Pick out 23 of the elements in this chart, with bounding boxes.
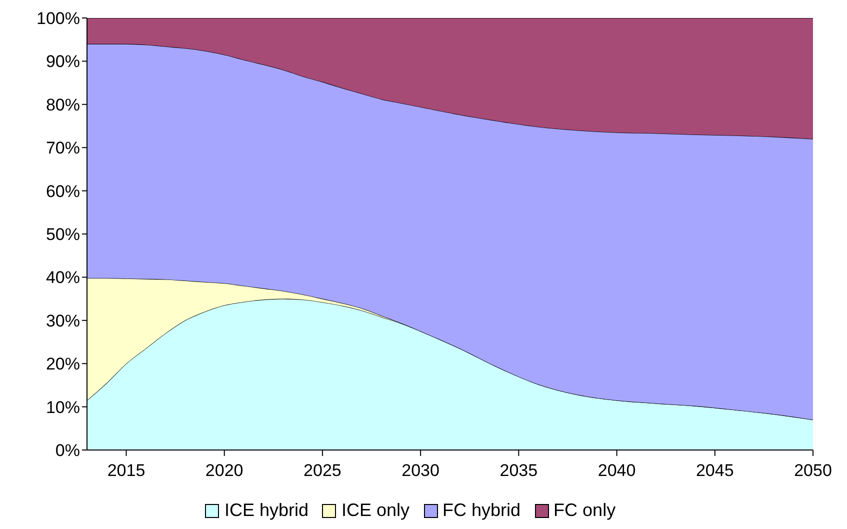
x-tick-label: 2040	[598, 461, 636, 480]
x-tick-label: 2045	[696, 461, 734, 480]
y-tick-label: 70%	[46, 138, 80, 158]
legend-label: ICE hybrid	[224, 500, 308, 521]
legend-label: FC hybrid	[442, 500, 521, 521]
legend-label: FC only	[554, 500, 616, 521]
x-tick-label: 2020	[205, 461, 244, 480]
y-tick-label: 80%	[46, 95, 80, 114]
y-tick-label: 100%	[36, 9, 80, 28]
y-tick-label: 20%	[46, 354, 80, 374]
x-tick-label: 2035	[500, 461, 538, 480]
y-tick-label: 30%	[46, 311, 80, 330]
y-tick-label: 40%	[46, 268, 80, 288]
x-tick-label: 2025	[304, 461, 342, 480]
x-tick-label: 2030	[402, 461, 440, 480]
legend-label: ICE only	[341, 500, 410, 521]
x-tick-label: 2050	[794, 461, 832, 480]
y-tick-label: 90%	[46, 52, 80, 72]
y-tick-label: 60%	[46, 182, 80, 201]
y-tick-label: 50%	[46, 225, 80, 244]
y-tick-label: 0%	[55, 441, 80, 460]
x-tick-label: 2015	[107, 461, 146, 480]
y-tick-label: 10%	[46, 398, 80, 417]
